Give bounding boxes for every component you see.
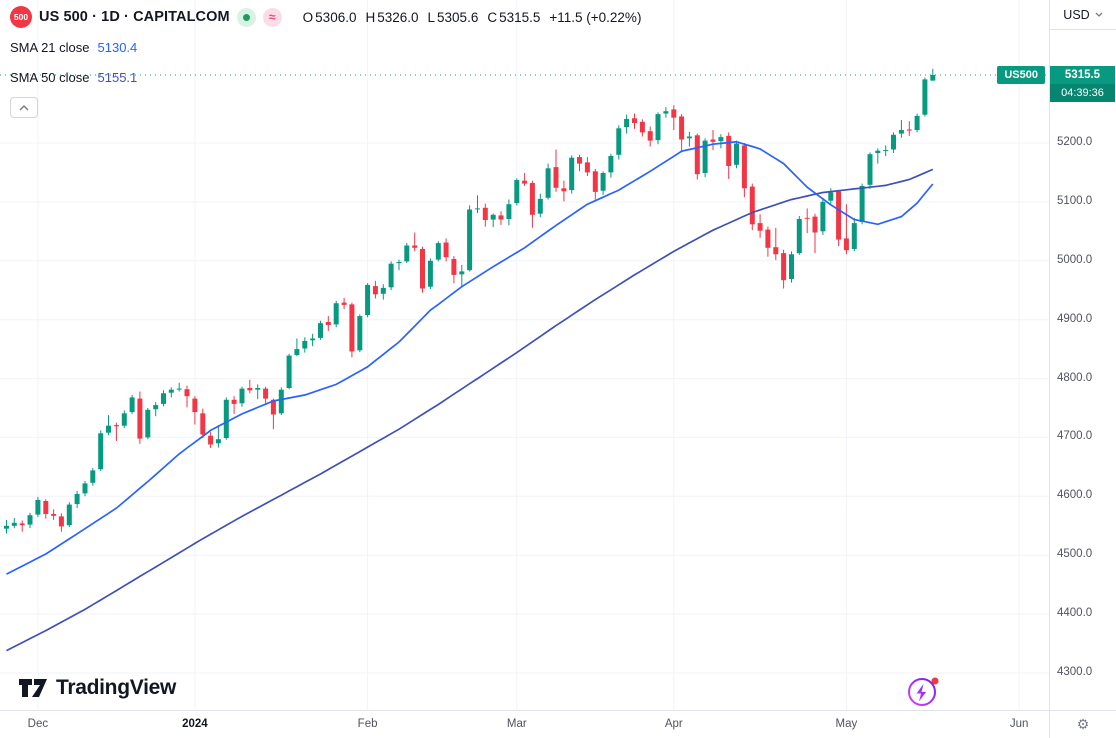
chart-canvas[interactable] [0,0,1049,710]
sma50-label: SMA 50 close [10,70,90,85]
sma50-value: 5155.1 [97,70,138,85]
last-price-badge: 5315.5 [1050,66,1115,84]
currency-label: USD [1063,7,1090,22]
low-value: 5305.6 [437,9,479,25]
approx-data-icon[interactable]: ≈ [262,7,282,27]
time-scale[interactable]: Dec 2024 Feb Mar Apr May Jun [0,710,1116,738]
change-value: +11.5 (+0.22%) [549,9,642,25]
high-label: H [365,9,376,25]
price-tick-label: 5100.0 [1057,194,1093,207]
price-tick-label: 5000.0 [1057,253,1093,266]
close-value: 5315.5 [499,9,541,25]
price-tick-label: 4300.0 [1057,666,1093,678]
ohlc-readout: O 5306.0 H 5326.0 L 5305.6 C 5315.5 +11.5 (+… [303,10,642,25]
indicator-sma21[interactable]: SMA 21 close 5130.4 [10,40,137,55]
price-tick-label: 4400.0 [1057,607,1093,620]
open-label: O [302,9,314,25]
symbol-title[interactable]: US 500 · 1D · CAPITALCOM [39,9,230,25]
chevron-up-icon [19,104,29,110]
symbol-legend[interactable]: 500 US 500 · 1D · CAPITALCOM ≈ O 5306.0 H… [10,6,641,28]
gear-icon: ⚙ [1076,716,1090,732]
tradingview-logo[interactable]: TradingView [18,676,176,700]
high-value: 5326.0 [377,9,419,25]
sma21-value: 5130.4 [97,40,138,55]
sma21-label: SMA 21 close [10,40,90,55]
price-scale[interactable]: 5200.0 5100.0 5000.0 4900.0 4800.0 4700.0 4600… [1049,0,1116,710]
last-price-symbol-badge: US500 [997,66,1045,84]
lightning-icon[interactable] [905,673,941,714]
market-open-icon[interactable] [236,7,256,27]
time-tick-label: Mar [506,718,527,730]
price-tick-label: 5200.0 [1057,136,1093,148]
price-tick-label: 4800.0 [1057,371,1093,384]
price-tick-label: 4700.0 [1057,430,1093,443]
time-tick-label: Jun [1009,718,1029,730]
open-value: 5306.0 [315,9,357,25]
close-label: C [487,9,498,25]
legend-collapse-button[interactable] [10,97,38,118]
low-label: L [427,9,436,25]
time-tick-label: May [835,718,858,730]
price-tick-label: 4600.0 [1057,489,1093,502]
tradingview-wordmark: TradingView [56,676,177,699]
chevron-down-icon [1095,12,1103,17]
price-tick-label: 4500.0 [1057,548,1093,561]
bar-countdown-badge: 04:39:36 [1050,84,1115,102]
price-tick-label: 4900.0 [1057,312,1093,325]
time-tick-label: 2024 [182,718,208,730]
time-tick-label: Feb [357,718,378,730]
time-tick-label: Apr [664,718,683,730]
symbol-logo-icon: 500 [10,6,32,28]
time-tick-label: Dec [27,718,49,730]
scale-settings-button[interactable]: ⚙ [1049,710,1116,738]
currency-selector[interactable]: USD [1049,0,1116,30]
indicator-sma50[interactable]: SMA 50 close 5155.1 [10,70,137,85]
tradingview-mark-icon [19,679,47,697]
